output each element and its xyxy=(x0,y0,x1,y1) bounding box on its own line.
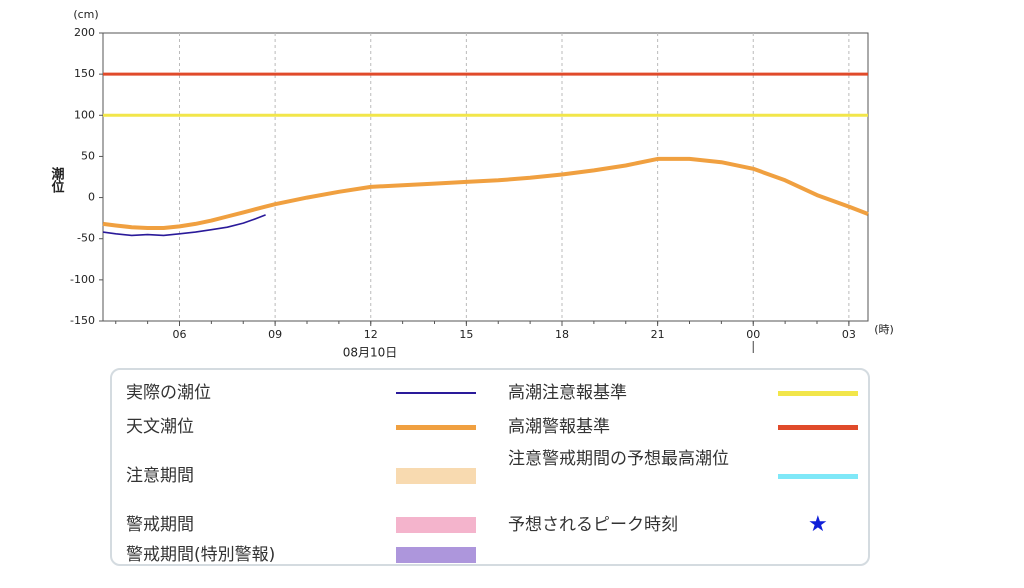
x-tick-label: 09 xyxy=(268,328,282,341)
legend-swatch xyxy=(396,468,476,484)
x-tick-label: 18 xyxy=(555,328,569,341)
x-tick-label: 03 xyxy=(842,328,856,341)
y-unit: (cm) xyxy=(73,8,98,21)
series-line xyxy=(102,156,869,230)
y-tick-label: 200 xyxy=(74,26,95,39)
legend-swatch xyxy=(778,424,858,430)
legend-swatch xyxy=(396,392,476,394)
series-line xyxy=(102,214,266,237)
y-tick-label: -50 xyxy=(77,232,95,245)
legend-label: 警戒期間 xyxy=(126,515,194,535)
legend-label: 警戒期間(特別警報) xyxy=(126,545,276,565)
y-tick-label: -150 xyxy=(70,314,95,327)
date-label: 08月10日 xyxy=(343,346,398,360)
chart: (cm) (時) 08月10日 潮位 -150 -100 -50 0 50 100 150 2… xyxy=(49,8,894,360)
y-tick-label: 0 xyxy=(88,191,95,204)
x-tick-label: 12 xyxy=(364,328,378,341)
x-tick-label: 06 xyxy=(173,328,187,341)
x-tick-label: 21 xyxy=(651,328,665,341)
y-axis-label: 潮位 xyxy=(49,166,65,194)
legend-label: 高潮警報基準 xyxy=(508,417,610,437)
x-tick-label: 15 xyxy=(459,328,473,341)
y-tick-label: -100 xyxy=(70,273,95,286)
legend-label: 予想されるピーク時刻 xyxy=(508,515,678,535)
x-tick-label: 00 xyxy=(746,328,760,341)
y-tick-label: 150 xyxy=(74,67,95,80)
legend-swatch xyxy=(778,473,858,479)
plot-frame xyxy=(102,32,869,322)
legend-swatch xyxy=(396,424,476,430)
y-tick-label: 100 xyxy=(74,108,95,121)
x-unit: (時) xyxy=(874,323,894,336)
legend-swatch xyxy=(778,390,858,396)
y-tick-label: 50 xyxy=(81,149,95,162)
legend-label: 天文潮位 xyxy=(126,417,194,437)
legend-star: ★ xyxy=(808,512,828,537)
legend-swatch xyxy=(396,547,476,563)
legend-swatch xyxy=(396,517,476,533)
legend-label: 実際の潮位 xyxy=(126,383,211,403)
legend: 実際の潮位天文潮位注意期間警戒期間警戒期間(特別警報) 高潮注意報基準 高潮警報基準… xyxy=(110,368,870,566)
legend-label: 高潮注意報基準 xyxy=(508,383,627,403)
legend-label: 注意警戒期間の予想最高潮位 xyxy=(508,449,729,469)
legend-label: 注意期間 xyxy=(126,466,194,486)
